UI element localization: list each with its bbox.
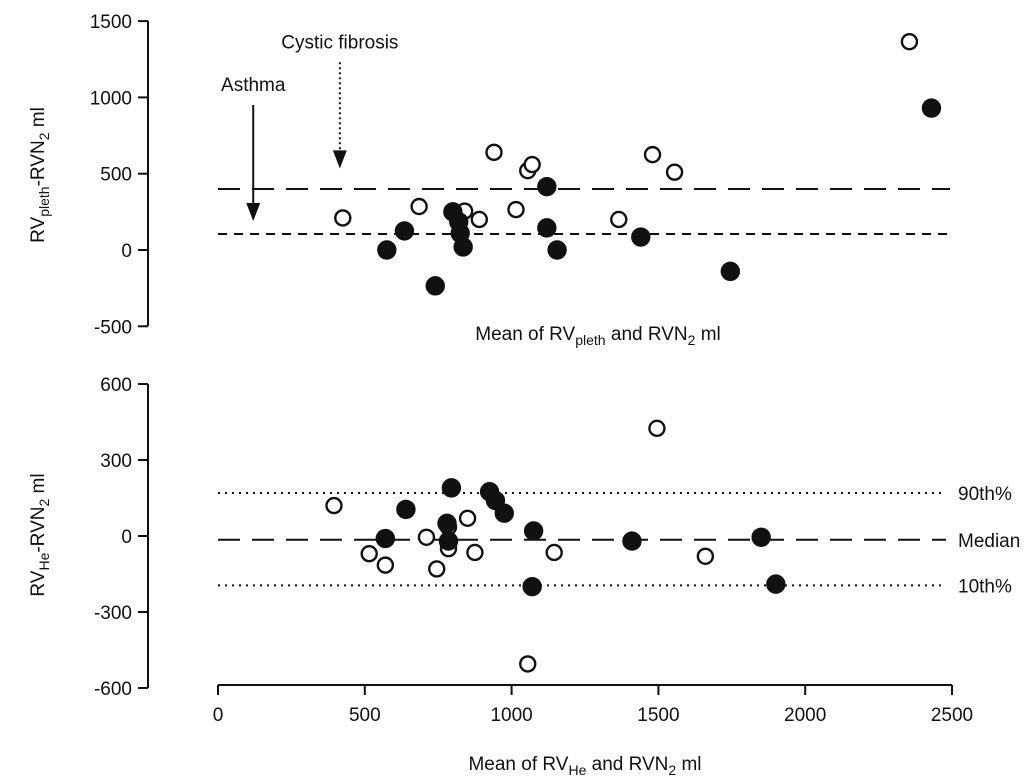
data-point-filled xyxy=(453,237,473,257)
data-point-open xyxy=(360,545,378,563)
data-point-filled xyxy=(523,521,544,541)
axis-label-sub2: 2 xyxy=(688,332,696,348)
y-tick-label: 300 xyxy=(100,451,132,472)
axis-label-sub1: pleth xyxy=(575,332,605,348)
axis-label-sub1: pleth xyxy=(36,186,52,216)
axis-label-sub2: 2 xyxy=(668,762,676,778)
data-point-open xyxy=(545,543,563,562)
data-point-filled xyxy=(720,261,741,282)
y-axis-title: RVHe-RVN2 ml xyxy=(28,473,52,596)
data-point-open xyxy=(610,210,628,229)
data-point-open xyxy=(458,509,477,527)
reference-line-label: 90th% xyxy=(958,484,1012,505)
data-point-filled xyxy=(377,240,397,260)
data-point-open xyxy=(507,200,525,219)
reference-line-label: 10th% xyxy=(958,576,1012,597)
data-point-filled xyxy=(494,503,514,523)
data-point-filled xyxy=(441,478,462,498)
data-point-filled xyxy=(921,98,942,118)
data-point-open xyxy=(466,543,484,562)
data-point-filled xyxy=(547,240,567,260)
axis-label-sub1: He xyxy=(568,762,586,778)
y-tick-label: 1000 xyxy=(90,88,132,109)
axis-label-tail: ml xyxy=(28,107,49,132)
data-point-open xyxy=(325,496,343,515)
axis-label-sub2: 2 xyxy=(36,132,52,140)
y-tick-label: -300 xyxy=(94,603,132,624)
x-tick-label: 1000 xyxy=(490,705,532,726)
data-point-open xyxy=(665,163,684,181)
data-point-filled xyxy=(622,531,642,551)
data-point-filled xyxy=(437,513,457,534)
data-point-open xyxy=(410,197,428,216)
axis-label-tail: ml xyxy=(28,473,49,498)
data-point-open xyxy=(696,547,715,565)
y-tick-label: 500 xyxy=(100,165,132,186)
axis-label-tail: ml xyxy=(676,754,701,775)
annotation-label: Asthma xyxy=(221,75,286,96)
data-point-open xyxy=(417,528,436,546)
data-point-filled xyxy=(375,528,396,549)
data-point-open xyxy=(643,145,662,164)
y-tick-label: -600 xyxy=(94,679,132,700)
axis-label-sub2: 2 xyxy=(36,499,52,507)
axis-label-mid: and RVN xyxy=(586,754,668,775)
data-point-filled xyxy=(394,221,415,241)
y-tick-label: 600 xyxy=(100,375,132,396)
axis-label-mid: and RVN xyxy=(606,324,688,345)
axis-label-mid: -RVN xyxy=(28,140,49,186)
data-point-open xyxy=(648,419,666,438)
axis-label-sub1: He xyxy=(36,552,52,570)
annotation-arrow-head xyxy=(332,150,347,169)
x-tick-label: 500 xyxy=(349,705,381,726)
data-point-filled xyxy=(396,499,416,520)
x-tick-label: 1500 xyxy=(637,705,679,726)
reference-line-label: Median xyxy=(958,531,1020,552)
x-tick-label: 0 xyxy=(213,705,224,726)
axis-label-base: Mean of RV xyxy=(468,754,568,775)
bottom-panel: 600 300 0 -300 -600 0 500 1000 1500 2000 2500 90th%… xyxy=(28,375,1020,778)
x-axis-title: Mean of RVpleth and RVN2 ml xyxy=(475,324,721,348)
data-point-filled xyxy=(631,227,651,247)
data-point-open xyxy=(519,655,537,673)
axis-label-mid: -RVN xyxy=(28,507,49,553)
axis-label-tail: ml xyxy=(695,324,720,345)
y-tick-label: -500 xyxy=(94,317,132,338)
data-point-filled xyxy=(537,218,557,238)
data-point-open xyxy=(523,155,541,174)
y-tick-label: 0 xyxy=(121,527,132,548)
annotation-label: Cystic fibrosis xyxy=(281,32,398,53)
data-point-filled xyxy=(522,576,542,597)
y-tick-label: 0 xyxy=(121,241,132,262)
data-point-filled xyxy=(438,531,459,551)
axis-label-base: RV xyxy=(28,216,49,242)
data-point-open xyxy=(428,560,446,578)
data-point-open xyxy=(334,209,352,227)
data-point-filled xyxy=(751,527,771,547)
data-point-open xyxy=(470,210,489,229)
data-point-filled xyxy=(766,574,786,594)
data-point-filled xyxy=(425,276,445,296)
axis-label-base: Mean of RV xyxy=(475,324,575,345)
y-axis-title: RVpleth-RVN2 ml xyxy=(28,107,52,243)
y-tick-label: 1500 xyxy=(90,12,132,33)
x-tick-label: 2500 xyxy=(931,705,973,726)
x-axis-title: Mean of RVHe and RVN2 ml xyxy=(468,754,701,778)
x-tick-label: 2000 xyxy=(784,705,826,726)
data-point-open xyxy=(376,556,395,574)
annotation-arrow-head xyxy=(246,203,261,222)
data-point-filled xyxy=(537,176,557,197)
data-point-open xyxy=(485,143,503,162)
axis-label-base: RV xyxy=(28,570,49,596)
data-point-open xyxy=(900,33,919,51)
